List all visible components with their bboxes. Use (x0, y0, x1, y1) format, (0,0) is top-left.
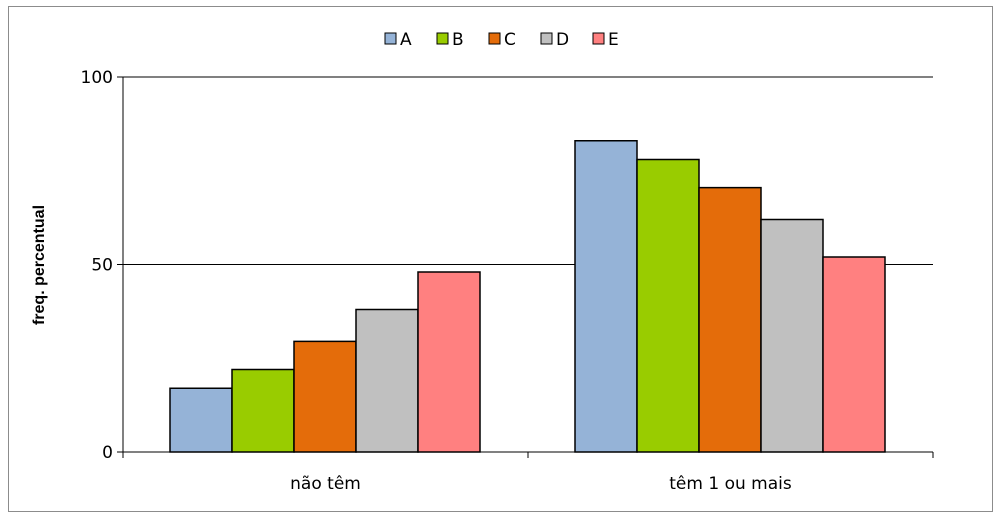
bar-A-1 (574, 140, 638, 453)
legend-swatch-E (592, 32, 605, 45)
legend: A B C D E (384, 30, 619, 50)
x-tick-label: têm 1 ou mais (669, 474, 792, 494)
y-tick-label: 100 (81, 68, 113, 88)
bar-C-1 (698, 186, 762, 453)
x-tick-labels: não têm têm 1 ou mais (290, 474, 792, 494)
y-tick-label: 50 (91, 256, 113, 276)
bar-E-1 (822, 256, 886, 453)
legend-swatch-C (488, 32, 501, 45)
y-tick-label: 0 (102, 443, 113, 463)
legend-label-D: D (556, 30, 569, 50)
bar-C-0 (293, 340, 357, 453)
x-tick-label: não têm (290, 474, 361, 494)
y-tick-labels: 0 50 100 (81, 68, 113, 463)
bar-A-0 (169, 387, 233, 453)
legend-label-C: C (504, 30, 516, 50)
bar-D-1 (760, 218, 824, 453)
legend-label-A: A (400, 30, 412, 50)
bar-B-0 (231, 368, 295, 453)
legend-swatch-D (540, 32, 553, 45)
bar-B-1 (636, 158, 700, 453)
bar-D-0 (355, 308, 419, 453)
bar-E-0 (417, 271, 481, 453)
y-axis-label: freq. percentual (31, 205, 48, 325)
legend-swatch-A (384, 32, 397, 45)
bars (169, 140, 886, 453)
legend-swatch-B (436, 32, 449, 45)
legend-label-B: B (452, 30, 464, 50)
axes (117, 76, 934, 458)
legend-label-E: E (608, 30, 619, 50)
